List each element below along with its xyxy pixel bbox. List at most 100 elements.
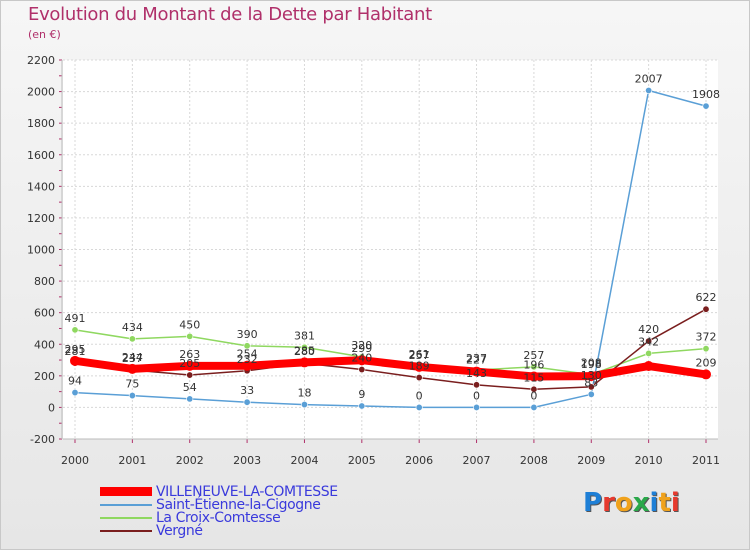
data-point bbox=[186, 371, 194, 379]
data-point bbox=[701, 369, 711, 380]
legend-label: VILLENEUVE-LA-COMTESSE bbox=[156, 484, 338, 500]
data-point bbox=[356, 355, 367, 366]
chart-unit: (en €) bbox=[28, 28, 61, 41]
data-label: 491 bbox=[65, 312, 86, 325]
data-label: 83 bbox=[584, 376, 598, 389]
x-tick-label: 2000 bbox=[61, 454, 89, 467]
data-label: 18 bbox=[297, 387, 311, 400]
data-label: 420 bbox=[638, 323, 659, 336]
data-label: 115 bbox=[523, 371, 544, 384]
logo-letter: r bbox=[602, 488, 615, 518]
y-tick-label: 1800 bbox=[27, 117, 55, 130]
data-point bbox=[71, 389, 79, 397]
data-label: 0 bbox=[416, 389, 423, 402]
logo-letter: i bbox=[670, 488, 680, 518]
data-point bbox=[530, 363, 538, 371]
data-label: 237 bbox=[466, 352, 487, 365]
data-label: 143 bbox=[466, 367, 487, 380]
y-tick-label: 1200 bbox=[27, 212, 55, 225]
legend-swatch bbox=[100, 487, 152, 496]
data-point bbox=[71, 326, 79, 334]
data-point bbox=[645, 337, 653, 345]
logo-letter: i bbox=[649, 488, 659, 518]
data-label: 299 bbox=[351, 342, 372, 355]
data-point bbox=[414, 361, 425, 372]
proxiti-logo: Proxiti bbox=[583, 488, 680, 518]
data-point bbox=[473, 403, 481, 411]
y-tick-label: 400 bbox=[34, 338, 55, 351]
data-point bbox=[530, 403, 538, 411]
data-label: 75 bbox=[125, 378, 139, 391]
data-point bbox=[415, 403, 423, 411]
x-tick-label: 2006 bbox=[405, 454, 433, 467]
data-point bbox=[128, 335, 136, 343]
logo-letter: x bbox=[632, 488, 650, 518]
data-point bbox=[127, 363, 138, 374]
data-point bbox=[530, 385, 538, 393]
x-tick-label: 2005 bbox=[348, 454, 376, 467]
data-point bbox=[415, 374, 423, 382]
data-point bbox=[587, 390, 595, 398]
data-point bbox=[186, 332, 194, 340]
data-label: 189 bbox=[409, 360, 430, 373]
logo-letter: P bbox=[583, 488, 603, 518]
data-point bbox=[586, 371, 597, 382]
data-point bbox=[645, 349, 653, 357]
data-label: 94 bbox=[68, 375, 82, 388]
data-label: 381 bbox=[294, 329, 315, 342]
data-label: 622 bbox=[696, 291, 717, 304]
data-label: 9 bbox=[358, 388, 365, 401]
x-tick-label: 2007 bbox=[463, 454, 491, 467]
x-tick-label: 2002 bbox=[176, 454, 204, 467]
data-label: 227 bbox=[466, 354, 487, 367]
x-tick-label: 2009 bbox=[577, 454, 605, 467]
data-point bbox=[471, 366, 482, 377]
data-label: 450 bbox=[179, 318, 200, 331]
data-label: 390 bbox=[237, 328, 258, 341]
data-point bbox=[70, 355, 80, 366]
data-point bbox=[243, 342, 251, 350]
data-label: 0 bbox=[473, 389, 480, 402]
y-tick-label: 1000 bbox=[27, 244, 55, 257]
y-tick-label: 2000 bbox=[27, 86, 55, 99]
x-tick-label: 2011 bbox=[692, 454, 720, 467]
data-label: 285 bbox=[294, 344, 315, 357]
series-line bbox=[74, 89, 707, 409]
data-point bbox=[300, 343, 308, 351]
data-label: 237 bbox=[122, 352, 143, 365]
data-label: 372 bbox=[696, 331, 717, 344]
legend-swatch bbox=[100, 517, 152, 519]
data-label: 254 bbox=[237, 348, 258, 361]
data-point bbox=[300, 401, 308, 409]
data-point bbox=[299, 357, 310, 368]
data-label: 261 bbox=[409, 348, 430, 361]
data-label: 209 bbox=[696, 356, 717, 369]
data-label: 130 bbox=[581, 369, 602, 382]
data-point bbox=[528, 371, 539, 382]
series-line bbox=[71, 356, 710, 381]
legend-label: Saint-Étienne-la-Cigogne bbox=[156, 497, 321, 513]
legend-label: Vergné bbox=[156, 523, 203, 539]
data-point bbox=[702, 345, 710, 353]
legend-label: La Croix-Comtesse bbox=[156, 510, 281, 526]
data-point bbox=[243, 398, 251, 406]
chart-title: Evolution du Montant de la Dette par Hab… bbox=[28, 4, 432, 25]
data-label: 198 bbox=[581, 358, 602, 371]
data-label: 205 bbox=[179, 357, 200, 370]
data-label: 240 bbox=[351, 352, 372, 365]
y-tick-label: 600 bbox=[34, 307, 55, 320]
data-label: 33 bbox=[240, 384, 254, 397]
data-label: 257 bbox=[409, 349, 430, 362]
data-label: 208 bbox=[581, 357, 602, 370]
legend-swatch bbox=[100, 504, 152, 506]
x-tick-label: 2001 bbox=[118, 454, 146, 467]
data-label: 0 bbox=[530, 389, 537, 402]
data-point bbox=[128, 392, 136, 400]
y-tick-label: -200 bbox=[30, 433, 55, 446]
y-tick-label: 1400 bbox=[27, 180, 55, 193]
data-label: 295 bbox=[65, 343, 86, 356]
y-tick-label: 1600 bbox=[27, 149, 55, 162]
logo-letter: t bbox=[658, 488, 671, 518]
legend-swatch bbox=[100, 530, 152, 532]
